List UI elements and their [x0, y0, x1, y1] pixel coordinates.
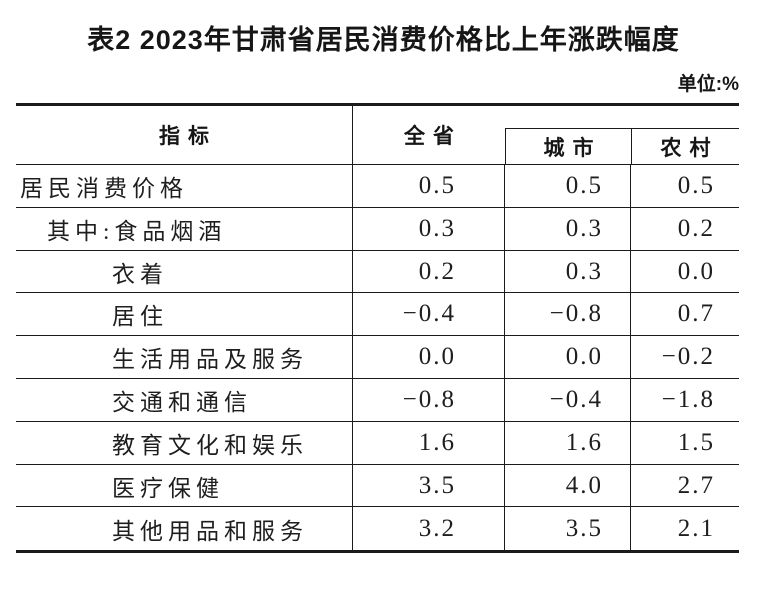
row-value-province: 1.6 [353, 421, 505, 464]
row-value-rural: −1.8 [661, 385, 715, 413]
table-row: 生活用品及服务 0.0 0.0 −0.2 [16, 336, 739, 380]
row-value-rural: 2.7 [677, 471, 715, 499]
unit-note: 单位:% [677, 74, 739, 96]
row-label: 生活用品及服务 [16, 336, 353, 379]
row-value-rural: −0.2 [661, 343, 715, 371]
row-value-rural: 1.5 [677, 428, 715, 456]
header-sub-group: 城市 农村 [505, 106, 739, 165]
header-sub-spacer [505, 106, 739, 128]
row-value-city: 3.5 [505, 507, 631, 551]
row-value-city: 0.5 [505, 165, 631, 207]
header-indicator: 指标 [16, 106, 353, 165]
table-header: 指标 全省 城市 农村 [16, 106, 739, 166]
header-province: 全省 [404, 125, 462, 149]
table-row: 交通和通信 −0.8 −0.4 −1.8 [16, 379, 739, 422]
row-value-province: 3.5 [353, 464, 505, 507]
table-row: 教育文化和娱乐 1.6 1.6 1.5 [16, 421, 739, 465]
row-value-rural: 0.2 [677, 214, 715, 242]
row-value-city: 4.0 [505, 464, 631, 507]
row-value-province: 0.2 [353, 250, 505, 293]
table-row: 衣着 0.2 0.3 0.0 [16, 250, 739, 294]
table-row: 居民消费价格 0.5 0.5 0.5 [16, 165, 739, 208]
row-value-province: 3.2 [353, 507, 505, 551]
header-sub-row: 城市 农村 [505, 128, 739, 165]
row-value-rural: 0.7 [677, 300, 715, 328]
row-value-province: 0.0 [353, 336, 505, 379]
row-value-city: 1.6 [505, 421, 631, 464]
cpi-table: 指标 全省 城市 农村 居民消费价格 0.5 0.5 0.5 其中:食品烟酒 0… [16, 103, 739, 554]
row-value-province: 0.5 [353, 165, 505, 207]
table-row: 居住 −0.4 −0.8 0.7 [16, 293, 739, 337]
row-value-rural: 2.1 [677, 514, 715, 542]
row-label: 其中:食品烟酒 [16, 207, 353, 250]
row-label: 居民消费价格 [16, 165, 353, 207]
table-row: 其他用品和服务 3.2 3.5 2.1 [16, 507, 739, 551]
row-value-rural: 0.0 [677, 257, 715, 285]
row-label: 教育文化和娱乐 [16, 421, 353, 464]
row-label: 衣着 [16, 250, 353, 293]
table-row: 医疗保健 3.5 4.0 2.7 [16, 464, 739, 508]
document-page: 表2 2023年甘肃省居民消费价格比上年涨跌幅度 单位:% 指标 全省 城市 农… [0, 25, 767, 591]
table-body: 居民消费价格 0.5 0.5 0.5 其中:食品烟酒 0.3 0.3 0.2 衣… [16, 165, 739, 551]
row-value-city: −0.4 [505, 379, 631, 421]
row-label: 居住 [16, 293, 353, 336]
table-title: 表2 2023年甘肃省居民消费价格比上年涨跌幅度 [87, 25, 680, 55]
row-value-province: −0.4 [353, 293, 505, 336]
row-value-province: −0.8 [353, 379, 505, 421]
row-label: 医疗保健 [16, 464, 353, 507]
row-label: 交通和通信 [16, 379, 353, 421]
row-value-city: 0.3 [505, 207, 631, 250]
header-rural: 农村 [660, 136, 719, 160]
row-value-city: 0.0 [505, 336, 631, 379]
row-value-city: −0.8 [505, 293, 631, 336]
row-value-city: 0.3 [505, 250, 631, 293]
row-value-rural: 0.5 [677, 171, 715, 199]
row-label: 其他用品和服务 [16, 507, 353, 551]
table-row: 其中:食品烟酒 0.3 0.3 0.2 [16, 207, 739, 251]
row-value-province: 0.3 [353, 207, 505, 250]
header-city: 城市 [506, 129, 632, 165]
